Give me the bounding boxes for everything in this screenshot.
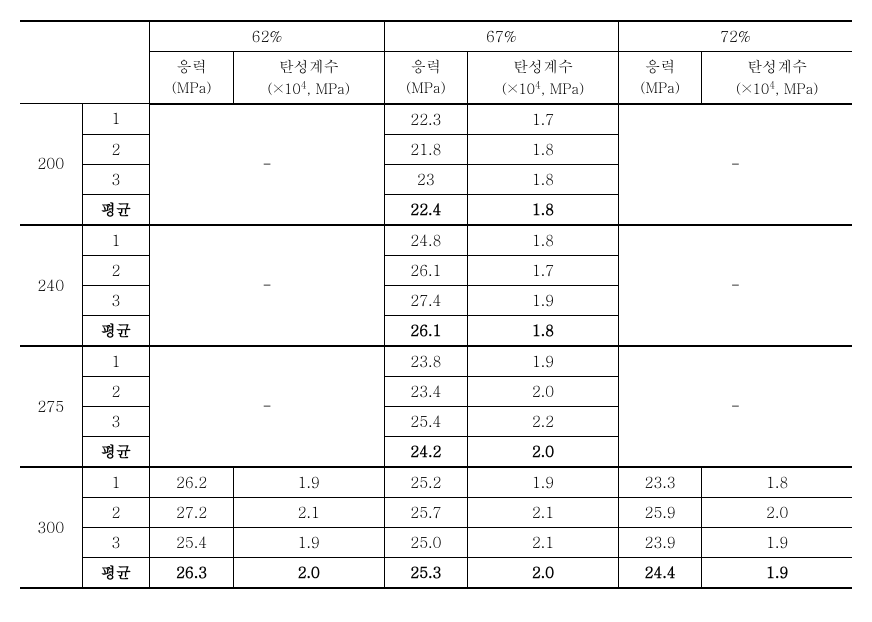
val: 2.0 (468, 557, 619, 588)
trial-label: 3 (82, 527, 150, 557)
val: 26.1 (384, 255, 467, 285)
trial-label: 2 (82, 376, 150, 406)
trial-label: 1 (82, 346, 150, 377)
val: 2.1 (468, 527, 619, 557)
val: 25.9 (618, 497, 701, 527)
table-row: 240 1 - 24.8 1.8 - (20, 225, 852, 256)
val: 1.8 (468, 315, 619, 346)
val: 23.9 (618, 527, 701, 557)
val: 1.8 (468, 134, 619, 164)
val: 1.9 (468, 285, 619, 315)
trial-label: 1 (82, 104, 150, 135)
val: 24.8 (384, 225, 467, 256)
val: 1.9 (702, 557, 852, 588)
h-72-stress: 응력 (MPa) (618, 52, 701, 104)
na-cell: - (150, 104, 384, 225)
header-row-1: 62% 67% 72% (20, 21, 852, 52)
val: 23 (384, 164, 467, 194)
val: 2.2 (468, 406, 619, 436)
val: 1.8 (468, 194, 619, 225)
group-300: 300 (20, 467, 82, 588)
table-row: 275 1 - 23.8 1.9 - (20, 346, 852, 377)
val: 2.0 (468, 376, 619, 406)
table-row: 300 1 26.2 1.9 25.2 1.9 23.3 1.8 (20, 467, 852, 498)
val: 27.4 (384, 285, 467, 315)
val: 1.9 (233, 467, 384, 498)
na-cell: - (618, 225, 852, 346)
val: 25.4 (150, 527, 233, 557)
val: 2.0 (233, 557, 384, 588)
col-67: 67% (384, 21, 618, 52)
val: 1.8 (468, 164, 619, 194)
val: 2.0 (468, 436, 619, 467)
val: 1.9 (468, 346, 619, 377)
val: 1.9 (468, 467, 619, 498)
group-240: 240 (20, 225, 82, 346)
val: 24.4 (618, 557, 701, 588)
trial-label: 1 (82, 225, 150, 256)
val: 24.2 (384, 436, 467, 467)
h-72-mod: 탄성계수 (×104, MPa) (702, 52, 852, 104)
na-cell: - (618, 104, 852, 225)
val: 1.8 (468, 225, 619, 256)
col-72: 72% (618, 21, 852, 52)
avg-label: 평균 (82, 315, 150, 346)
val: 1.9 (233, 527, 384, 557)
h-62-stress: 응력 (MPa) (150, 52, 233, 104)
val: 25.2 (384, 467, 467, 498)
h-67-stress: 응력 (MPa) (384, 52, 467, 104)
val: 26.2 (150, 467, 233, 498)
avg-label: 평균 (82, 194, 150, 225)
na-cell: - (618, 346, 852, 467)
val: 21.8 (384, 134, 467, 164)
val: 22.3 (384, 104, 467, 135)
table-row: 3 25.4 1.9 25.0 2.1 23.9 1.9 (20, 527, 852, 557)
h-67-mod: 탄성계수 (×104, MPa) (468, 52, 619, 104)
trial-label: 2 (82, 497, 150, 527)
data-table: 62% 67% 72% 응력 (MPa) 탄성계수 (×104, MPa) 응력… (20, 20, 852, 589)
blank-corner (20, 21, 150, 104)
group-200: 200 (20, 104, 82, 225)
avg-label: 평균 (82, 436, 150, 467)
val: 2.0 (702, 497, 852, 527)
val: 2.1 (233, 497, 384, 527)
val: 1.7 (468, 104, 619, 135)
val: 25.7 (384, 497, 467, 527)
trial-label: 3 (82, 406, 150, 436)
val: 23.8 (384, 346, 467, 377)
val: 1.8 (702, 467, 852, 498)
val: 1.7 (468, 255, 619, 285)
avg-label: 평균 (82, 557, 150, 588)
val: 25.0 (384, 527, 467, 557)
val: 22.4 (384, 194, 467, 225)
val: 1.9 (702, 527, 852, 557)
val: 26.1 (384, 315, 467, 346)
na-cell: - (150, 225, 384, 346)
trial-label: 1 (82, 467, 150, 498)
trial-label: 2 (82, 255, 150, 285)
val: 26.3 (150, 557, 233, 588)
group-275: 275 (20, 346, 82, 467)
trial-label: 3 (82, 164, 150, 194)
val: 25.3 (384, 557, 467, 588)
na-cell: - (150, 346, 384, 467)
table-row: 2 27.2 2.1 25.7 2.1 25.9 2.0 (20, 497, 852, 527)
val: 2.1 (468, 497, 619, 527)
h-62-mod: 탄성계수 (×104, MPa) (233, 52, 384, 104)
val: 25.4 (384, 406, 467, 436)
val: 23.4 (384, 376, 467, 406)
val: 27.2 (150, 497, 233, 527)
col-62: 62% (150, 21, 384, 52)
trial-label: 2 (82, 134, 150, 164)
val: 23.3 (618, 467, 701, 498)
table-row: 평균 26.3 2.0 25.3 2.0 24.4 1.9 (20, 557, 852, 588)
trial-label: 3 (82, 285, 150, 315)
table-row: 200 1 - 22.3 1.7 - (20, 104, 852, 135)
